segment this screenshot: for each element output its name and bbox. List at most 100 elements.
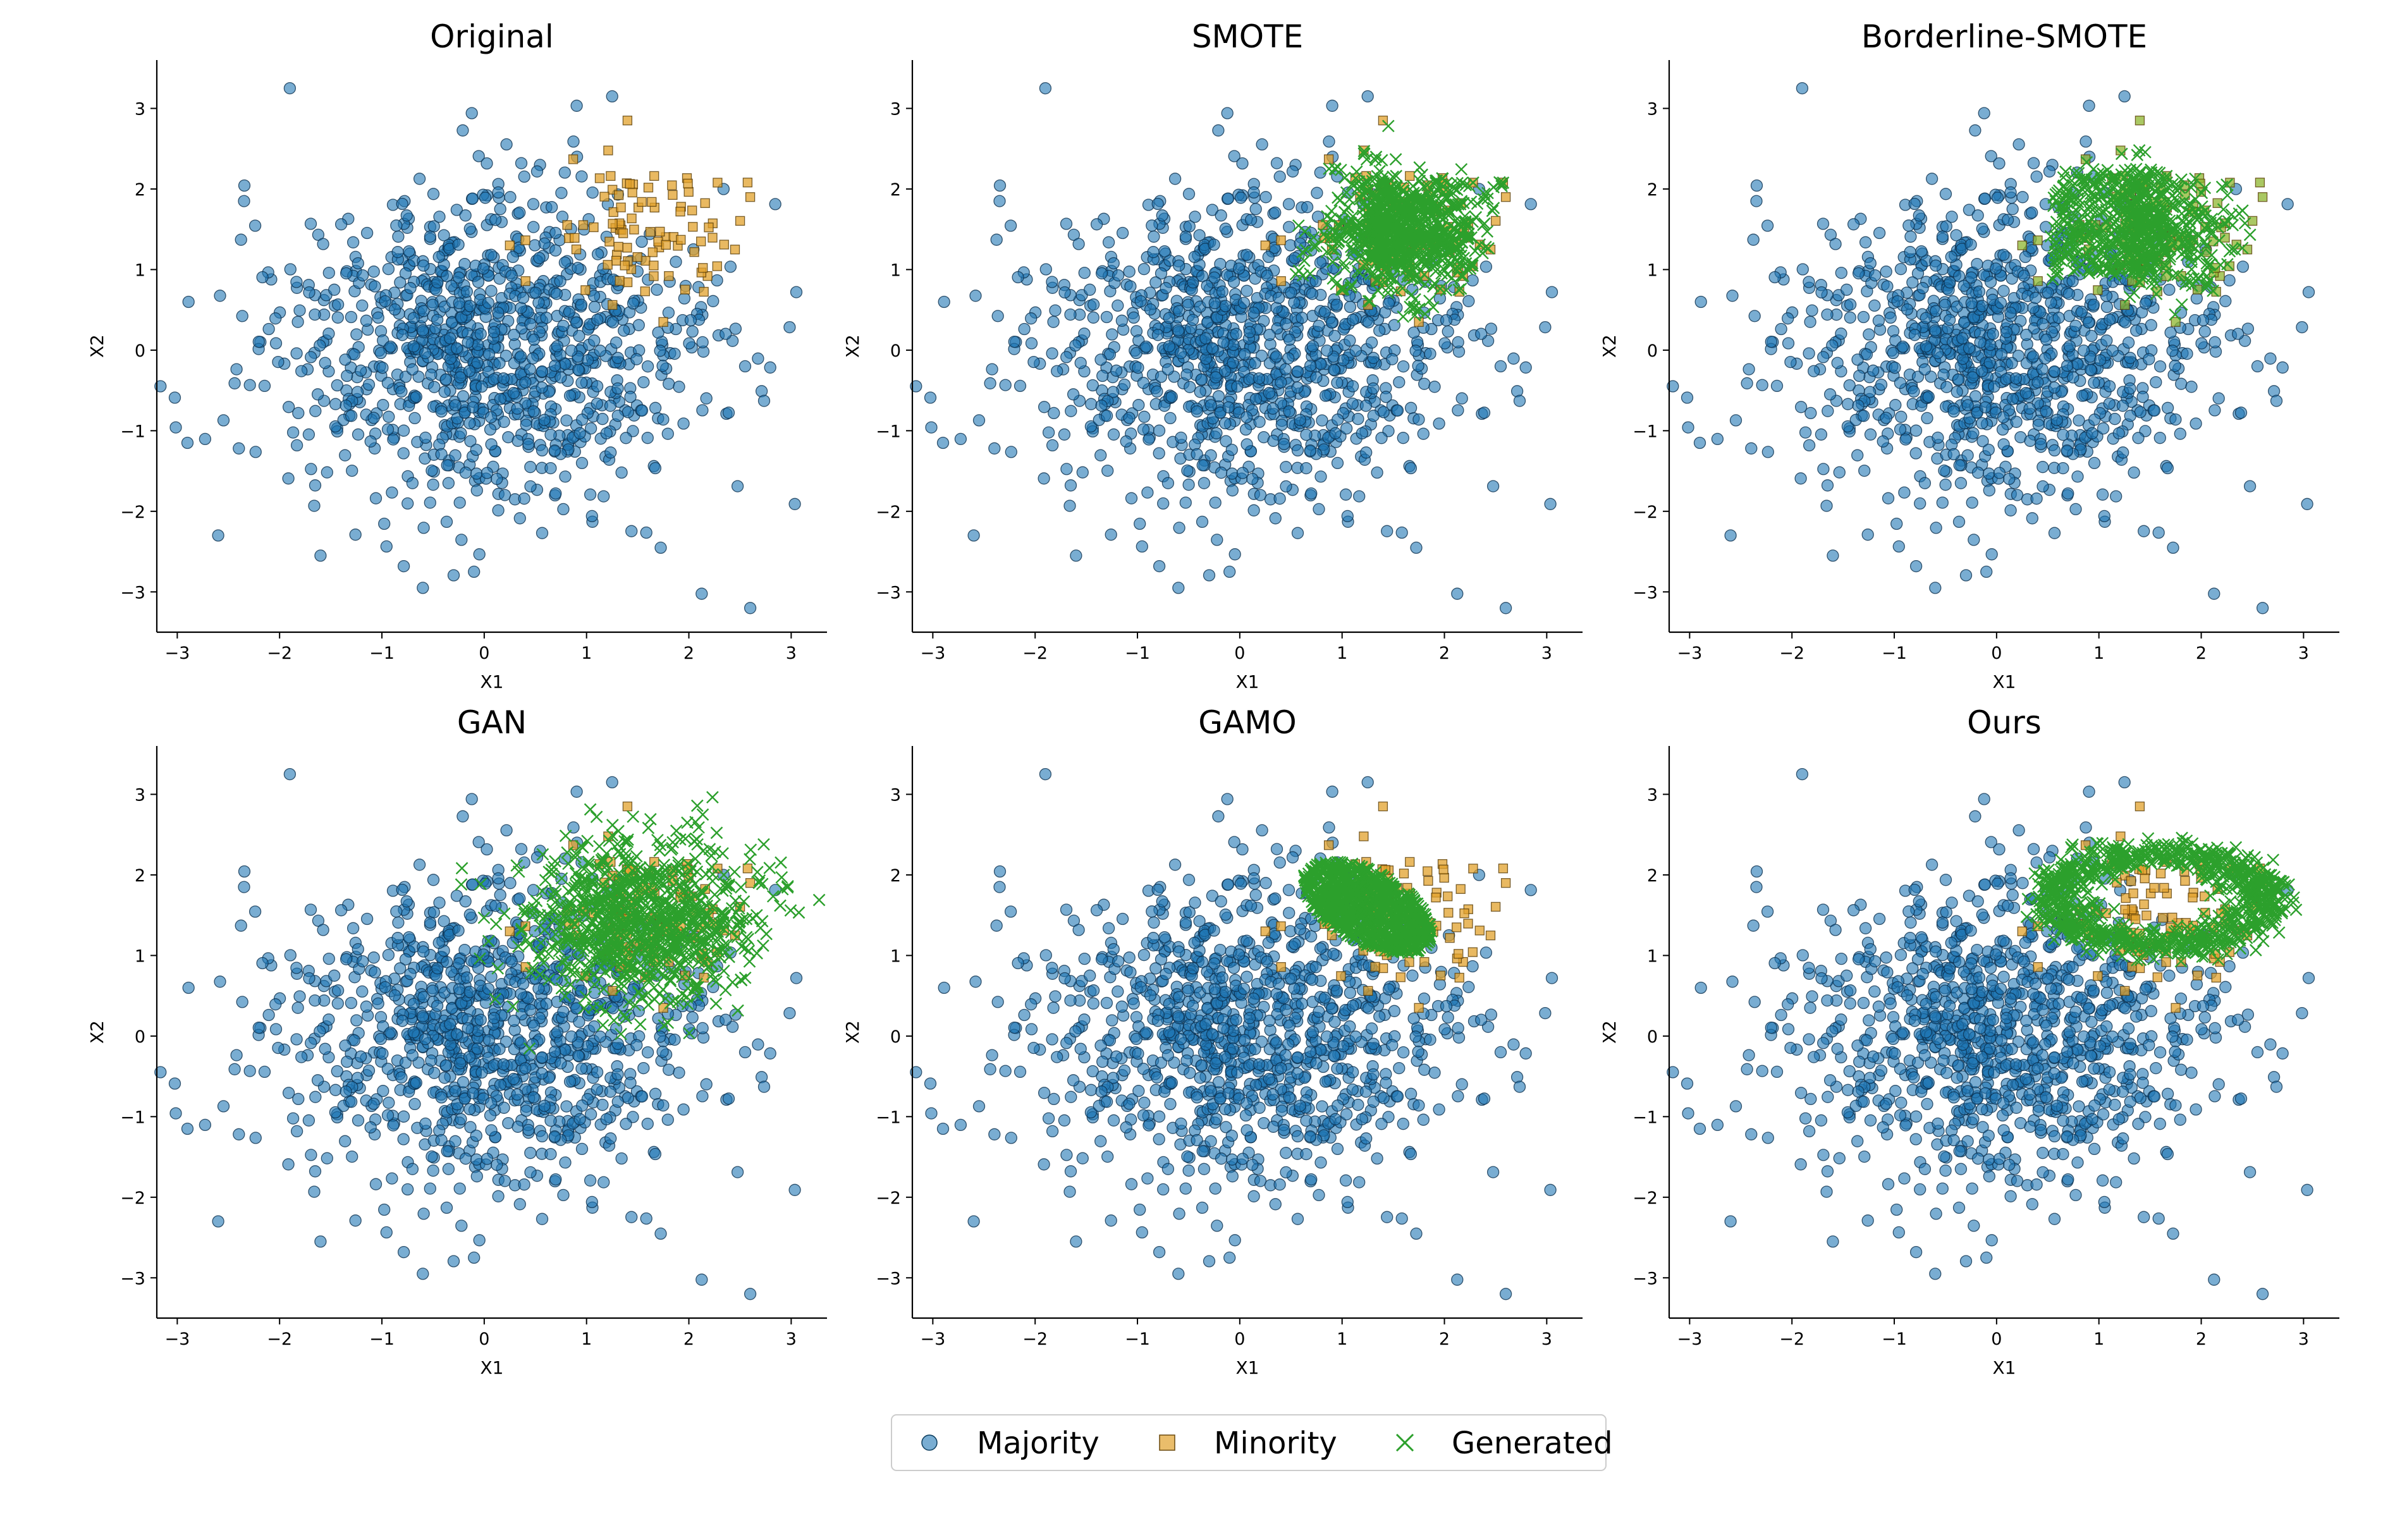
minority-point (520, 276, 530, 286)
minority-point (667, 180, 677, 190)
majority-point (2096, 488, 2109, 501)
minority-point (1323, 154, 1334, 164)
majority-point (1433, 417, 1445, 430)
majority-point (1976, 300, 1988, 312)
majority-point (1269, 206, 1282, 219)
majority-point (1880, 266, 1892, 278)
majority-point (497, 372, 510, 385)
majority-point (2037, 480, 2049, 493)
minority-point (2033, 276, 2043, 286)
majority-point (404, 282, 417, 295)
majority-point (284, 263, 297, 276)
majority-point (1987, 327, 1999, 340)
majority-point (1410, 541, 1423, 554)
majority-point (1693, 436, 1706, 449)
majority-point (397, 447, 410, 460)
majority-point (1507, 352, 1520, 365)
majority-point (2110, 490, 2122, 503)
majority-point (1270, 350, 1283, 363)
majority-point (2086, 427, 2098, 439)
majority-point (482, 348, 496, 360)
majority-point (1222, 192, 1235, 205)
minority-point (2135, 115, 2145, 126)
majority-point (360, 314, 373, 327)
majority-point (1137, 377, 1150, 389)
minority-point (640, 255, 651, 266)
majority-point (1087, 298, 1100, 311)
majority-point (1775, 322, 1787, 336)
majority-point (1462, 295, 1475, 307)
majority-point (670, 255, 682, 268)
majority-point (1344, 334, 1356, 347)
majority-point (1945, 211, 1958, 223)
majority-point (2243, 480, 2257, 492)
majority-point (341, 369, 353, 382)
majority-point (1864, 257, 1877, 270)
majority-point (1349, 345, 1362, 357)
majority-point (1319, 389, 1332, 402)
majority-point (308, 499, 321, 512)
minority-point (604, 236, 615, 247)
majority-point (554, 275, 567, 288)
majority-point (1428, 381, 1441, 393)
majority-point (632, 319, 645, 331)
majority-point (508, 329, 520, 341)
majority-point (1247, 306, 1260, 319)
majority-point (1980, 565, 1993, 578)
majority-point (1328, 329, 1341, 343)
majority-point (1976, 223, 1988, 235)
majority-point (1132, 362, 1144, 374)
majority-point (1172, 582, 1185, 594)
majority-point (1123, 412, 1136, 424)
majority-point (2208, 404, 2221, 417)
majority-point (1961, 449, 1974, 461)
majority-point (492, 186, 505, 199)
majority-point (1966, 496, 1978, 509)
majority-point (1895, 410, 1908, 423)
majority-point (1216, 285, 1229, 298)
majority-point (1395, 526, 1408, 539)
majority-point (168, 391, 181, 404)
panel-title: SMOTE (1192, 18, 1303, 55)
majority-point (1172, 324, 1185, 337)
majority-point (378, 517, 391, 530)
majority-point (238, 195, 250, 207)
minority-point (683, 186, 694, 197)
majority-point (1969, 390, 1982, 403)
majority-point (1884, 311, 1897, 324)
majority-point (1008, 335, 1020, 348)
majority-point (340, 399, 352, 412)
majority-point (1956, 332, 1969, 345)
majority-point (1283, 333, 1296, 346)
majority-point (381, 377, 395, 389)
majority-point (1821, 479, 1834, 492)
majority-point (1347, 314, 1359, 326)
majority-point (2027, 157, 2040, 169)
majority-point (1873, 226, 1886, 240)
generated-point (1423, 294, 1436, 307)
majority-point (1282, 352, 1295, 365)
majority-point (1831, 357, 1844, 369)
majority-point (1452, 336, 1464, 349)
majority-point (559, 470, 572, 483)
majority-point (1291, 444, 1304, 457)
majority-point (1365, 336, 1378, 349)
majority-point (492, 306, 505, 319)
majority-point (1479, 260, 1493, 273)
majority-point (1110, 364, 1123, 377)
majority-point (484, 411, 498, 424)
majority-point (2018, 269, 2030, 282)
majority-point (558, 256, 572, 269)
majority-point (1904, 230, 1917, 243)
majority-point (2020, 329, 2033, 341)
majority-point (396, 329, 409, 341)
majority-point (2048, 365, 2061, 378)
majority-point (738, 360, 752, 373)
majority-point (1965, 271, 1978, 284)
majority-point (458, 257, 471, 271)
majority-point (1236, 467, 1249, 479)
majority-point (1253, 372, 1266, 385)
majority-point (757, 394, 771, 407)
majority-point (290, 347, 303, 360)
